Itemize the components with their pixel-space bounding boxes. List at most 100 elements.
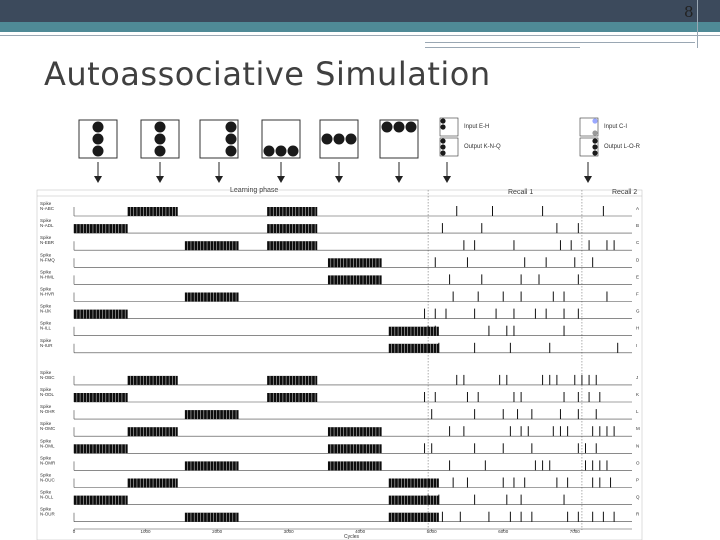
legend-pattern-output-knq-dot — [440, 150, 446, 156]
row-label: Spike N-HML — [40, 269, 55, 279]
x-tick-label: 1000 — [141, 529, 152, 534]
row-label-line1: Spike — [40, 473, 52, 478]
pattern-dot — [154, 145, 166, 157]
row-label-line2: N-EBR — [40, 240, 55, 245]
spike-burst — [327, 258, 382, 268]
row-label: Spike N-ADL — [40, 218, 54, 228]
spike-burst — [184, 241, 239, 251]
row-letter: H — [636, 326, 639, 331]
row-letter: P — [636, 478, 639, 483]
pattern-dot — [287, 145, 299, 157]
row-label-line1: Spike — [40, 269, 52, 274]
row-letter: Q — [636, 495, 640, 500]
row-label-line1: Spike — [40, 507, 52, 512]
row-label-line1: Spike — [40, 387, 52, 392]
row-label: Spike N-OML — [40, 438, 55, 448]
row-label-line1: Spike — [40, 370, 52, 375]
x-tick-label: 4000 — [355, 529, 366, 534]
pattern-dot — [92, 133, 104, 145]
row-letter: F — [636, 292, 639, 297]
plot-frame — [36, 189, 643, 540]
spike-burst — [74, 495, 128, 505]
row-letter: I — [636, 343, 637, 348]
legend-pattern-output-knq-dot — [440, 138, 446, 144]
row-label-line1: Spike — [40, 218, 52, 223]
pattern-dot — [92, 145, 104, 157]
x-axis-label: Cycles — [344, 534, 360, 540]
pattern-dot — [154, 133, 166, 145]
legend-pattern-input-ci-dot — [592, 118, 598, 124]
row-label-line2: N-ABC — [40, 206, 55, 211]
row-label-line2: N-HVR — [40, 292, 55, 297]
spike-burst — [74, 224, 128, 234]
spike-burst — [74, 444, 128, 454]
row-letter: B — [636, 223, 639, 228]
spike-burst — [127, 427, 178, 437]
legend-pattern-input-eh-dot — [440, 124, 446, 130]
input-patterns — [78, 119, 419, 159]
x-tick-label: 3000 — [284, 529, 295, 534]
spike-burst — [184, 292, 239, 302]
spike-burst — [327, 275, 382, 285]
row-label: Spike N-OBC — [40, 370, 55, 380]
spike-burst — [267, 207, 318, 216]
x-tick-label: 2000 — [212, 529, 223, 534]
header-divider — [0, 35, 720, 36]
spike-burst — [127, 478, 178, 488]
spike-burst — [327, 461, 382, 471]
pattern-dot — [321, 133, 333, 145]
row-label-line2: N-IJK — [40, 309, 51, 314]
legend-pattern-input-ci-dot — [592, 130, 598, 136]
row-label-line2: N-FMQ — [40, 257, 55, 262]
row-label: Spike N-ILL — [40, 321, 52, 331]
row-letter: N — [636, 443, 639, 448]
row-letter: O — [636, 460, 640, 465]
phase-learning-label: Learning phase — [230, 187, 278, 194]
row-label-line2: N-ADL — [40, 223, 54, 228]
row-label: Spike N-OUR — [40, 507, 55, 517]
row-letter: D — [636, 257, 640, 262]
row-label-line1: Spike — [40, 421, 52, 426]
spike-burst — [388, 512, 439, 522]
x-tick-label: 6000 — [498, 529, 509, 534]
header-vertical-divider — [697, 0, 698, 48]
row-label-line1: Spike — [40, 490, 52, 495]
pattern-dot — [333, 133, 345, 145]
row-label-line2: N-OMR — [40, 460, 56, 465]
arrow-head — [584, 176, 592, 183]
spike-burst — [74, 393, 128, 402]
row-label: Spike N-IUR — [40, 338, 53, 348]
row-label-line1: Spike — [40, 252, 52, 257]
row-label: Spike N-OUC — [40, 473, 55, 483]
input-arrows — [94, 162, 592, 183]
spike-burst — [184, 410, 239, 420]
row-label: Spike N-ABC — [40, 201, 55, 211]
arrow-head — [277, 176, 285, 183]
row-letter: G — [636, 309, 640, 314]
row-label-line2: N-OBC — [40, 375, 55, 380]
pattern-dot — [405, 121, 417, 133]
phase-recall1-label: Recall 1 — [508, 189, 533, 196]
x-tick-label: 7000 — [570, 529, 581, 534]
row-letter: K — [636, 392, 639, 397]
row-letter: A — [636, 206, 639, 211]
legend-pattern-output-knq-dot — [440, 144, 446, 150]
row-label-line2: N-OUR — [40, 512, 55, 517]
row-label-line2: N-ILL — [40, 326, 52, 331]
header-bar — [0, 0, 720, 22]
legend-output-lor: Output L-O-R — [604, 144, 641, 150]
row-label-line2: N-OMC — [40, 426, 56, 431]
spike-burst — [388, 343, 439, 353]
pattern-dot — [92, 121, 104, 133]
phase-recall2-label: Recall 2 — [612, 189, 637, 196]
spike-burst — [267, 375, 318, 385]
header-accent-bar — [0, 22, 720, 32]
legend-pattern-output-lor-dot — [592, 144, 598, 150]
spike-burst — [267, 241, 318, 251]
spike-burst — [267, 224, 318, 234]
row-label-line2: N-OHR — [40, 409, 55, 414]
row-label-line2: N-OUC — [40, 478, 55, 483]
pattern-dot — [263, 145, 275, 157]
arrow-head — [94, 176, 102, 183]
pattern-dot — [275, 145, 287, 157]
